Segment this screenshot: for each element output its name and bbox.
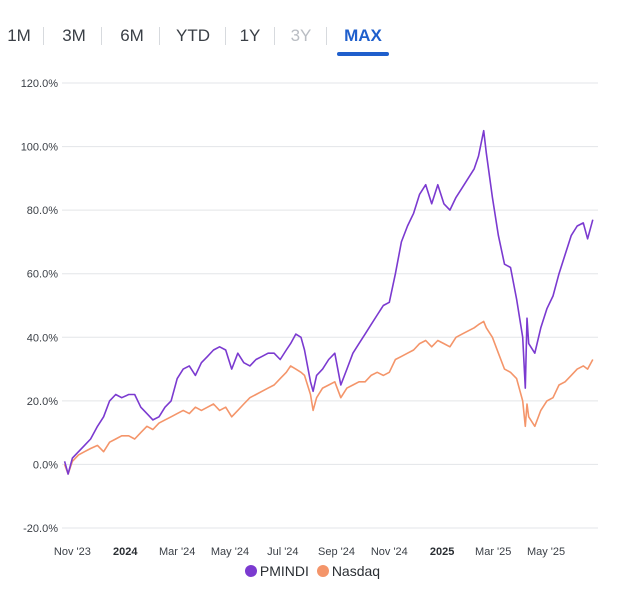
time-range-tabs: 1M 3M 6M YTD 1Y 3Y MAX (0, 18, 625, 58)
tab-separator (274, 27, 275, 45)
y-tick-label: 20.0% (27, 396, 58, 408)
tab-separator (101, 27, 102, 45)
y-tick-label: 40.0% (27, 332, 58, 344)
y-tick-label: -20.0% (23, 523, 58, 535)
x-tick-label: Mar '25 (475, 546, 511, 558)
series-lines (63, 129, 594, 475)
x-tick-label: Nov '23 (54, 546, 91, 558)
x-axis-labels: Nov '23 2024 Mar '24 May '24 Jul '24 Sep '24 N… (54, 546, 565, 558)
legend-dot-nasdaq (316, 565, 329, 577)
x-tick-label: Jul '24 (267, 546, 298, 558)
tab-separator (225, 27, 226, 45)
tab-separator (43, 27, 44, 45)
y-tick-label: 60.0% (27, 269, 58, 281)
y-tick-label: 80.0% (27, 205, 58, 217)
tab-separator (326, 27, 327, 45)
x-tick-label: Mar '24 (159, 546, 195, 558)
legend-label-pmindi: PMINDI (259, 563, 309, 579)
x-tick-label: Sep '24 (318, 546, 355, 558)
series-line-pmindi (63, 129, 594, 475)
x-tick-label: Nov '24 (371, 546, 408, 558)
legend-item-nasdaq[interactable]: Nasdaq (316, 563, 381, 579)
x-tick-label: 2025 (430, 546, 454, 558)
y-tick-label: 100.0% (21, 142, 59, 154)
x-tick-label: May '25 (527, 546, 565, 558)
x-tick-label: May '24 (211, 546, 249, 558)
legend-label-nasdaq: Nasdaq (331, 563, 381, 579)
y-tick-label: 0.0% (33, 459, 58, 471)
tab-max-label: MAX (344, 26, 382, 45)
x-tick-label: 2024 (113, 546, 138, 558)
legend-dot-pmindi (244, 565, 257, 577)
tab-3m[interactable]: 3M (62, 26, 86, 45)
tab-6m[interactable]: 6M (120, 26, 144, 45)
tab-max[interactable]: MAX (337, 18, 389, 56)
series-line-nasdaq (63, 320, 594, 475)
tab-1y[interactable]: 1Y (239, 26, 261, 45)
tab-ytd[interactable]: YTD (176, 26, 210, 45)
grid-lines (62, 82, 598, 529)
tab-3y: 3Y (290, 26, 312, 45)
active-tab-underline (337, 52, 389, 56)
chart-legend: PMINDI Nasdaq (0, 563, 625, 585)
tab-1m[interactable]: 1M (7, 26, 31, 45)
y-tick-label: 120.0% (21, 78, 59, 90)
tab-separator (159, 27, 160, 45)
legend-item-pmindi[interactable]: PMINDI (244, 563, 309, 579)
y-axis-labels: 120.0% 100.0% 80.0% 60.0% 40.0% 20.0% 0.0% -20.… (21, 78, 59, 535)
